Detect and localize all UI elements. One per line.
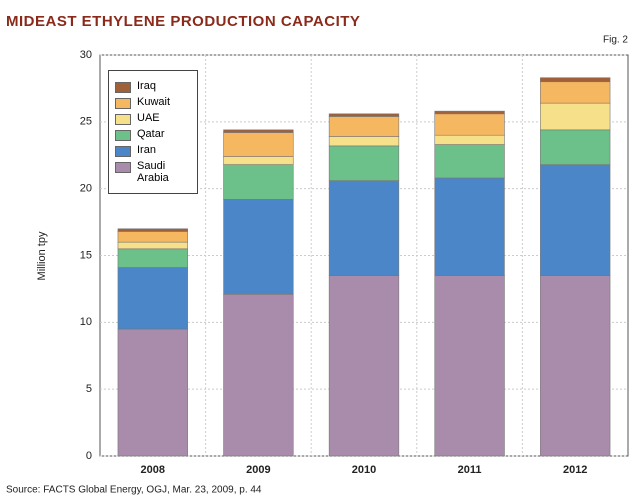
bar-segment [117,267,188,330]
bar-segment [223,129,294,133]
bar-segment [328,116,400,137]
legend-item: UAE [115,112,197,125]
bar-segment [117,228,188,232]
y-tick-label: 25 [80,116,92,128]
y-tick-label: 10 [80,316,92,328]
source: Source: FACTS Global Energy, OGJ, Mar. 2… [6,485,262,496]
bar-segment [328,113,400,117]
y-axis-label: Million tpy [36,231,48,280]
bar-segment [434,110,505,115]
y-tick-label: 5 [86,383,92,395]
bar-segment [223,132,294,157]
figure-label: Fig. 2 [603,35,628,46]
bar-segment [434,275,505,457]
legend-label: UAE [137,112,160,124]
x-tick-label: 2009 [246,464,270,476]
legend-label: Saudi Arabia [137,160,169,184]
bar-segment [223,164,294,200]
bar-segment [223,199,294,295]
bar-segment [434,177,505,276]
legend-swatch [115,82,131,93]
x-tick-label: 2011 [458,464,482,476]
bar-segment [540,164,611,276]
bar-segment [540,77,611,83]
bar-segment [223,293,294,457]
legend-swatch [115,98,131,109]
bar-segment [117,328,188,457]
legend: Iraq Kuwait UAE Qatar Iran Saudi Arabia [108,70,198,194]
bar-segment [328,275,400,457]
legend-label: Kuwait [137,96,171,108]
bar-segment [540,275,611,457]
chart-title: MIDEAST ETHYLENE PRODUCTION CAPACITY [6,13,360,30]
bar-segment [328,136,400,147]
x-tick-label: 2010 [352,464,376,476]
y-tick-label: 0 [86,450,92,462]
legend-label: Iraq [137,80,156,92]
x-tick-label: 2008 [141,464,165,476]
legend-swatch [115,146,131,157]
legend-label: Qatar [137,128,165,140]
legend-item: Saudi Arabia [115,160,197,184]
legend-swatch [115,162,131,173]
legend-item: Kuwait [115,96,197,109]
bar-segment [540,81,611,104]
bar-segment [117,241,188,250]
x-tick-label: 2012 [563,464,587,476]
bar-segment [328,180,400,276]
bar-segment [540,102,611,131]
bar-segment [117,248,188,268]
bar-segment [117,231,188,243]
y-tick-label: 20 [80,183,92,195]
y-tick-label: 15 [80,249,92,261]
y-tick-label: 30 [80,49,92,61]
bar-segment [223,156,294,165]
legend-label: Iran [137,144,156,156]
bar-segment [434,144,505,179]
legend-swatch [115,114,131,125]
bar-segment [434,113,505,136]
bar-segment [434,134,505,145]
bar-segment [328,145,400,181]
bar-segment [540,129,611,165]
legend-item: Iraq [115,80,197,93]
legend-item: Qatar [115,128,197,141]
legend-item: Iran [115,144,197,157]
legend-swatch [115,130,131,141]
